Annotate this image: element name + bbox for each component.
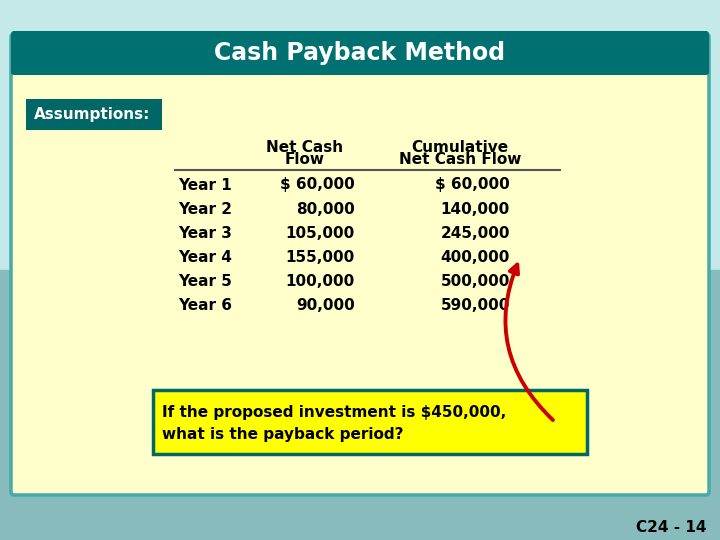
Text: what is the payback period?: what is the payback period? (162, 427, 403, 442)
Text: Year 2: Year 2 (178, 202, 232, 218)
Text: C24 - 14: C24 - 14 (636, 521, 706, 536)
Bar (0, 0, 720, 270)
Text: 105,000: 105,000 (286, 226, 355, 241)
Text: 140,000: 140,000 (441, 202, 510, 218)
Text: $ 60,000: $ 60,000 (280, 178, 355, 192)
Text: 245,000: 245,000 (441, 226, 510, 241)
Text: 100,000: 100,000 (286, 274, 355, 289)
Text: Cash Payback Method: Cash Payback Method (215, 41, 505, 65)
Text: Year 6: Year 6 (178, 299, 232, 314)
FancyBboxPatch shape (26, 99, 162, 130)
Text: If the proposed investment is $450,000,: If the proposed investment is $450,000, (162, 406, 506, 421)
Bar (0, 270, 720, 540)
Text: Year 1: Year 1 (178, 178, 232, 192)
Text: 155,000: 155,000 (286, 251, 355, 266)
Text: Year 5: Year 5 (178, 274, 232, 289)
Text: Net Cash: Net Cash (266, 139, 343, 154)
Text: 590,000: 590,000 (441, 299, 510, 314)
Text: Year 4: Year 4 (178, 251, 232, 266)
Text: $ 60,000: $ 60,000 (436, 178, 510, 192)
FancyBboxPatch shape (153, 390, 587, 454)
Text: 500,000: 500,000 (441, 274, 510, 289)
FancyBboxPatch shape (11, 31, 709, 75)
Text: Year 3: Year 3 (178, 226, 232, 241)
Text: Flow: Flow (285, 152, 325, 167)
Text: 400,000: 400,000 (441, 251, 510, 266)
Text: Cumulative: Cumulative (411, 139, 508, 154)
Text: Net Cash Flow: Net Cash Flow (399, 152, 521, 167)
FancyBboxPatch shape (11, 34, 709, 495)
Text: 80,000: 80,000 (296, 202, 355, 218)
Text: Assumptions:: Assumptions: (34, 107, 150, 123)
Text: 90,000: 90,000 (296, 299, 355, 314)
